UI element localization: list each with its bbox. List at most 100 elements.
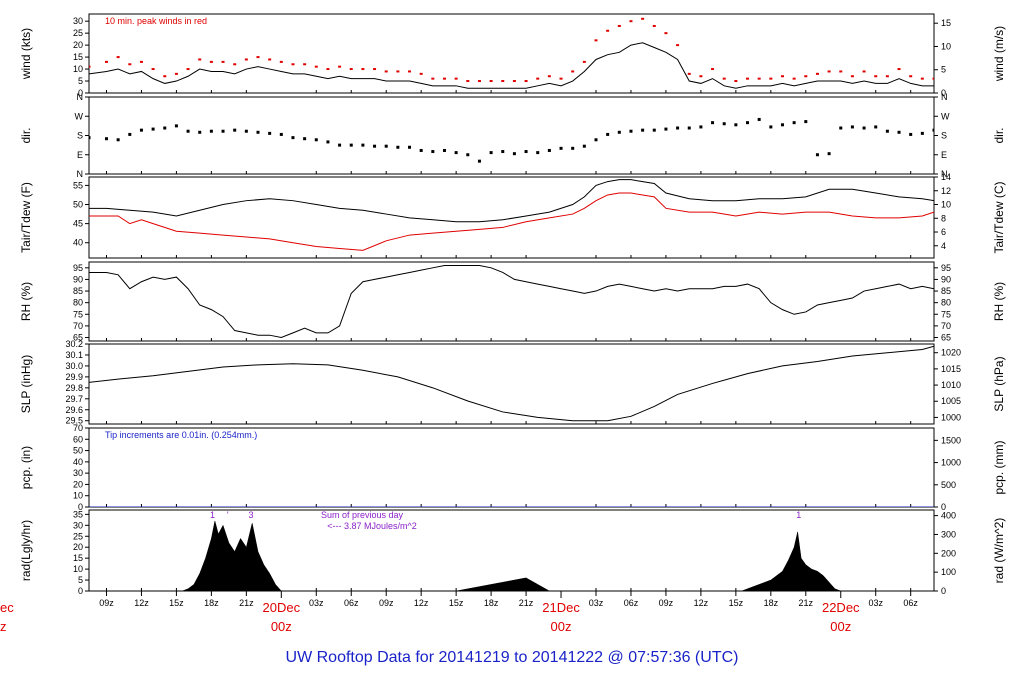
dir-point (279, 132, 283, 136)
dir-point (769, 125, 773, 129)
peak-mark (594, 39, 598, 42)
peak-mark (489, 80, 493, 83)
x-tick-label: 18z (204, 598, 219, 608)
series-SLP (89, 345, 934, 422)
left-tick-label-slp: 30.1 (65, 350, 83, 360)
left-tick-label-slp: 29.6 (65, 405, 83, 415)
left-tick-label-temp: 55 (73, 180, 83, 190)
dir-point (408, 145, 412, 149)
dir-point (606, 132, 610, 136)
left-tick-label-dir: W (75, 111, 84, 121)
left-tick-label-pcp: 50 (73, 446, 83, 456)
right-tick-label-rad: 0 (941, 586, 946, 596)
left-tick-label-wind: 30 (73, 16, 83, 26)
peak-mark (874, 75, 878, 78)
peak-mark (711, 68, 715, 71)
dir-point (815, 153, 819, 157)
x-tick-label: 21z (519, 598, 534, 608)
x-tick-label: 12z (414, 598, 429, 608)
left-tick-label-temp: 40 (73, 238, 83, 248)
dir-point (839, 126, 843, 130)
dir-point (326, 140, 330, 144)
dir-point (827, 152, 831, 156)
peak-mark (687, 72, 691, 75)
left-tick-label-rh: 95 (73, 263, 83, 273)
right-tick-label-rad: 400 (941, 511, 956, 521)
x-tick-label: 21z (799, 598, 814, 608)
dir-point (746, 121, 750, 125)
x-tick-label: 12z (134, 598, 149, 608)
right-tick-label-slp: 1015 (941, 364, 961, 374)
peak-mark (373, 68, 377, 71)
dir-point (291, 136, 295, 140)
rad-peak-mark: ' (227, 510, 229, 520)
right-tick-label-wind: 10 (941, 41, 951, 51)
left-tick-label-rad: 35 (73, 509, 83, 519)
x-tick-label: 18z (764, 598, 779, 608)
right-tick-label-rad: 100 (941, 567, 956, 577)
dir-point (396, 145, 400, 149)
right-tick-label-slp: 1005 (941, 396, 961, 406)
x-tick-label: 15z (729, 598, 744, 608)
chart-title: UW Rooftop Data for 20141219 to 20141222… (285, 649, 739, 666)
dir-point (641, 128, 645, 132)
peak-mark (629, 20, 633, 23)
left-tick-label-rh: 75 (73, 309, 83, 319)
dir-point (804, 120, 808, 124)
peak-mark (291, 63, 295, 66)
dir-point (571, 146, 575, 150)
left-tick-label-pcp: 30 (73, 468, 83, 478)
dir-point (186, 129, 190, 133)
peak-mark (501, 80, 505, 83)
ylabel-right-pcp: pcp. (mm) (992, 440, 1006, 494)
peak-mark (769, 77, 773, 80)
series-peak (89, 17, 934, 83)
left-tick-label-dir: N (77, 169, 84, 179)
peak-mark (408, 70, 412, 73)
right-tick-label-temp: 8 (941, 213, 946, 223)
dir-point (89, 136, 91, 140)
right-tick-label-temp: 14 (941, 172, 951, 182)
dir-point (792, 121, 796, 125)
peak-mark (139, 60, 143, 63)
peak-mark (559, 77, 563, 80)
right-tick-label-slp: 1020 (941, 348, 961, 358)
right-tick-label-rh: 75 (941, 309, 951, 319)
x-date-sub-label: 00z (271, 619, 292, 634)
peak-mark (303, 63, 307, 66)
dir-point (233, 128, 237, 132)
right-tick-label-pcp: 500 (941, 480, 956, 490)
left-tick-label-wind: 0 (78, 88, 83, 98)
peak-mark (641, 17, 645, 20)
peak-mark (780, 75, 784, 78)
x-date-label-cut: ec (0, 600, 14, 615)
x-tick-label: 09z (659, 598, 674, 608)
rad-peak-mark: 1 (210, 510, 215, 520)
x-date-sub-label: 00z (551, 619, 572, 634)
peak-mark (116, 56, 120, 59)
peak-mark (571, 70, 575, 73)
dir-point (477, 159, 481, 163)
panel-temp-frame (88, 176, 935, 259)
left-tick-label-rad: 20 (73, 542, 83, 552)
right-tick-label-dir: E (941, 150, 947, 160)
x-date-sub-label-cut: z (0, 619, 7, 634)
peak-mark (617, 24, 621, 27)
dir-point (163, 126, 167, 130)
ylabel-right-wind: wind (m/s) (992, 26, 1006, 82)
right-tick-label-temp: 6 (941, 227, 946, 237)
left-tick-label-rad: 0 (78, 586, 83, 596)
dir-point (116, 138, 120, 142)
peak-mark (442, 77, 446, 80)
right-tick-label-rh: 65 (941, 333, 951, 343)
peak-mark (244, 58, 248, 61)
x-tick-label: 06z (624, 598, 639, 608)
right-tick-label-temp: 4 (941, 241, 946, 251)
peak-mark (804, 75, 808, 78)
peak-mark (314, 65, 318, 68)
peak-mark (699, 75, 703, 78)
dir-point (221, 129, 225, 133)
peak-mark (885, 75, 889, 78)
left-tick-label-wind: 10 (73, 64, 83, 74)
x-tick-label: 15z (449, 598, 464, 608)
